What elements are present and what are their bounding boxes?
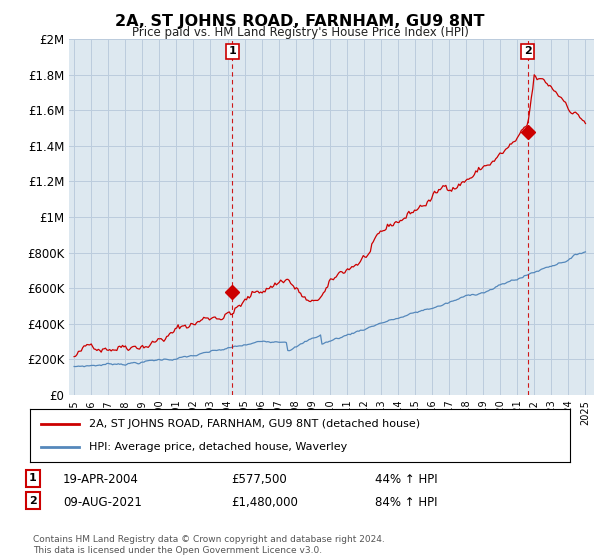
Text: 2A, ST JOHNS ROAD, FARNHAM, GU9 8NT (detached house): 2A, ST JOHNS ROAD, FARNHAM, GU9 8NT (det… xyxy=(89,419,421,429)
Text: 1: 1 xyxy=(29,473,37,483)
Text: 44% ↑ HPI: 44% ↑ HPI xyxy=(375,473,437,486)
Text: Contains HM Land Registry data © Crown copyright and database right 2024.: Contains HM Land Registry data © Crown c… xyxy=(33,535,385,544)
Text: 2: 2 xyxy=(29,496,37,506)
Text: Price paid vs. HM Land Registry's House Price Index (HPI): Price paid vs. HM Land Registry's House … xyxy=(131,26,469,39)
Text: 2A, ST JOHNS ROAD, FARNHAM, GU9 8NT: 2A, ST JOHNS ROAD, FARNHAM, GU9 8NT xyxy=(115,14,485,29)
Text: £577,500: £577,500 xyxy=(231,473,287,486)
Text: 09-AUG-2021: 09-AUG-2021 xyxy=(63,496,142,508)
Text: 1: 1 xyxy=(229,46,236,57)
Text: 19-APR-2004: 19-APR-2004 xyxy=(63,473,139,486)
Text: 2: 2 xyxy=(524,46,532,57)
Text: 84% ↑ HPI: 84% ↑ HPI xyxy=(375,496,437,508)
Text: HPI: Average price, detached house, Waverley: HPI: Average price, detached house, Wave… xyxy=(89,442,347,452)
Text: £1,480,000: £1,480,000 xyxy=(231,496,298,508)
Text: This data is licensed under the Open Government Licence v3.0.: This data is licensed under the Open Gov… xyxy=(33,546,322,555)
